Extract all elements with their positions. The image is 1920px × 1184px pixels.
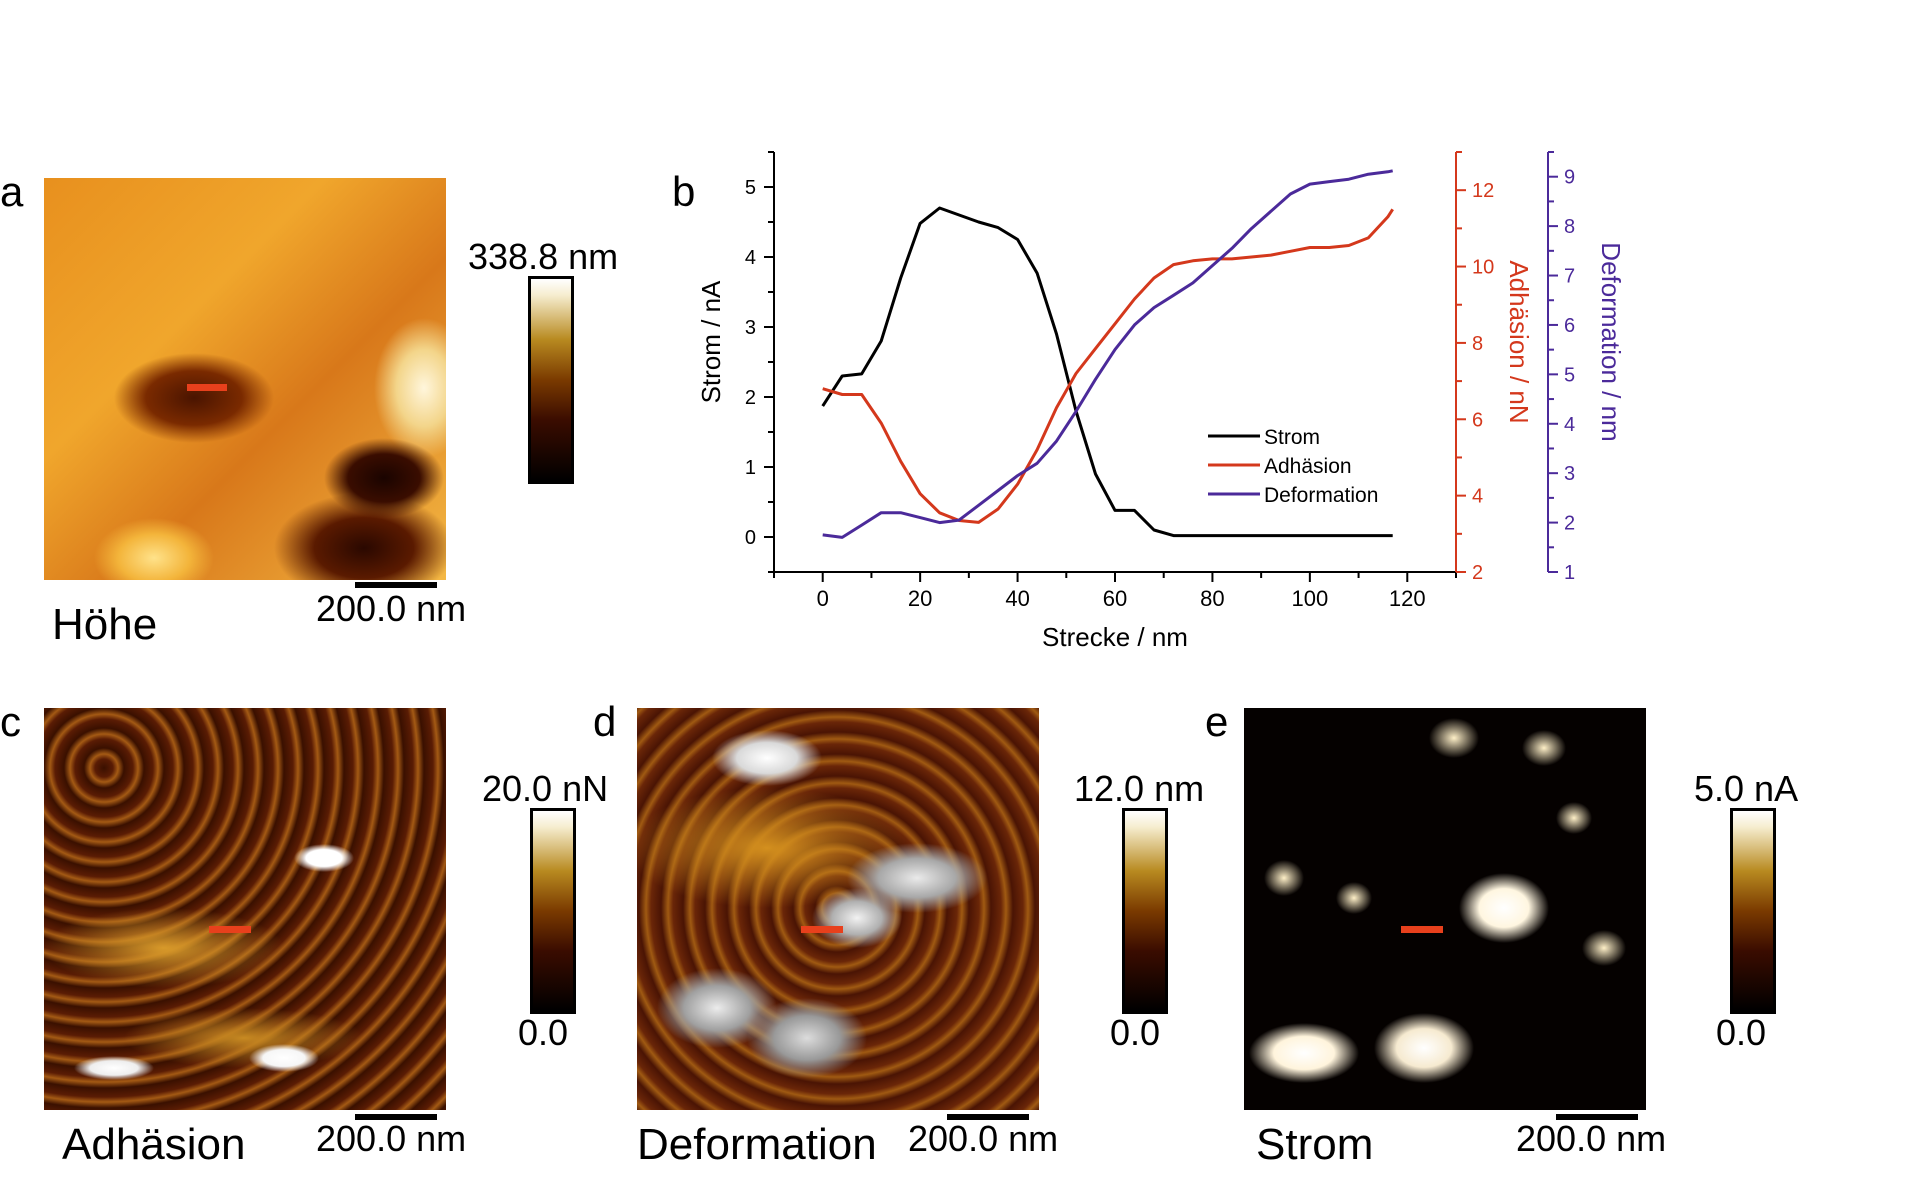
deformation-tick-label: 6 <box>1564 315 1575 337</box>
colorbar-max-label: 338.8 nm <box>468 236 619 277</box>
strom-tick-label: 0 <box>745 527 756 549</box>
strom-tick-label: 4 <box>745 247 756 269</box>
strom-tick-label: 3 <box>745 317 756 339</box>
panel-title: Deformation <box>637 1120 877 1169</box>
deformation-tick-label: 9 <box>1564 167 1575 189</box>
x-tick-label: 120 <box>1389 586 1426 611</box>
strom-tick-label: 2 <box>745 387 756 409</box>
deformation-tick-label: 4 <box>1564 414 1575 436</box>
panel-letter-c: c <box>0 698 21 745</box>
deformation-tick-label: 7 <box>1564 266 1575 288</box>
adhaesion-tick-label: 8 <box>1472 333 1483 355</box>
strom-tick-label: 5 <box>745 177 756 199</box>
deformation-tick-label: 5 <box>1564 364 1575 386</box>
deformation-tick-label: 3 <box>1564 463 1575 485</box>
panel-letter-d: d <box>593 698 617 745</box>
scale-bar-label: 200.0 nm <box>908 1118 1059 1159</box>
legend-label-adhaesion: Adhäsion <box>1264 455 1352 478</box>
colorbar-min-label: 0.0 <box>518 1012 569 1053</box>
scale-bar-label: 200.0 nm <box>1516 1118 1667 1159</box>
deformation-tick-label: 1 <box>1564 562 1575 584</box>
scale-bar-label: 200.0 nm <box>316 588 467 629</box>
legend-label-strom: Strom <box>1264 426 1320 449</box>
scale-bar <box>1556 1114 1638 1120</box>
adhaesion-tick-label: 10 <box>1472 257 1494 279</box>
colorbar-max-label: 20.0 nN <box>482 768 609 809</box>
adhaesion-axis-label: Adhäsion / nN <box>1504 260 1534 423</box>
panel-letter-e: e <box>1205 698 1229 745</box>
adhaesion-tick-label: 12 <box>1472 180 1494 202</box>
profile-marker <box>187 384 227 391</box>
profile-marker <box>801 926 843 933</box>
scale-bar <box>355 1114 437 1120</box>
scale-bar <box>355 582 437 588</box>
x-tick-label: 60 <box>1103 586 1127 611</box>
x-axis-label: Strecke / nm <box>1042 622 1188 652</box>
series-line-strom <box>821 206 1393 538</box>
strom-axis-label: Strom / nA <box>696 280 726 403</box>
deformation-map-image <box>637 708 1039 1110</box>
x-tick-label: 0 <box>817 586 829 611</box>
adhaesion-tick-label: 4 <box>1472 486 1483 508</box>
x-tick-label: 20 <box>908 586 932 611</box>
panel-letter-b: b <box>672 168 696 215</box>
scale-bar-label: 200.0 nm <box>316 1118 467 1159</box>
panel-title: Strom <box>1256 1120 1374 1169</box>
colorbar <box>530 808 576 1014</box>
panel-letter-a: a <box>0 168 24 215</box>
x-tick-label: 80 <box>1200 586 1224 611</box>
strom-tick-label: 1 <box>745 457 756 479</box>
colorbar-max-label: 12.0 nm <box>1074 768 1205 809</box>
adhaesion-tick-label: 6 <box>1472 409 1483 431</box>
height-map-image <box>44 178 446 580</box>
panel-title: Höhe <box>52 600 158 649</box>
x-tick-label: 40 <box>1005 586 1029 611</box>
deformation-tick-label: 2 <box>1564 513 1575 535</box>
panel-title: Adhäsion <box>62 1120 246 1169</box>
scale-bar <box>947 1114 1029 1120</box>
legend-label-deformation: Deformation <box>1264 484 1378 507</box>
adhaesion-tick-label: 2 <box>1472 562 1483 584</box>
colorbar <box>1730 808 1776 1014</box>
profile-marker <box>209 926 251 933</box>
deformation-tick-label: 8 <box>1564 216 1575 238</box>
colorbar-max-label: 5.0 nA <box>1694 768 1799 809</box>
deformation-axis-label: Deformation / nm <box>1596 242 1626 441</box>
colorbar <box>528 276 574 484</box>
colorbar-min-label: 0.0 <box>1716 1012 1767 1053</box>
series-line-deformation <box>822 169 1393 539</box>
colorbar-min-label: 0.0 <box>1110 1012 1161 1053</box>
series-line-adhaesion <box>822 208 1394 524</box>
adhesion-map-image <box>44 708 446 1110</box>
colorbar <box>1122 808 1168 1014</box>
profile-marker <box>1401 926 1443 933</box>
x-tick-label: 100 <box>1291 586 1328 611</box>
current-map-image <box>1244 708 1646 1110</box>
